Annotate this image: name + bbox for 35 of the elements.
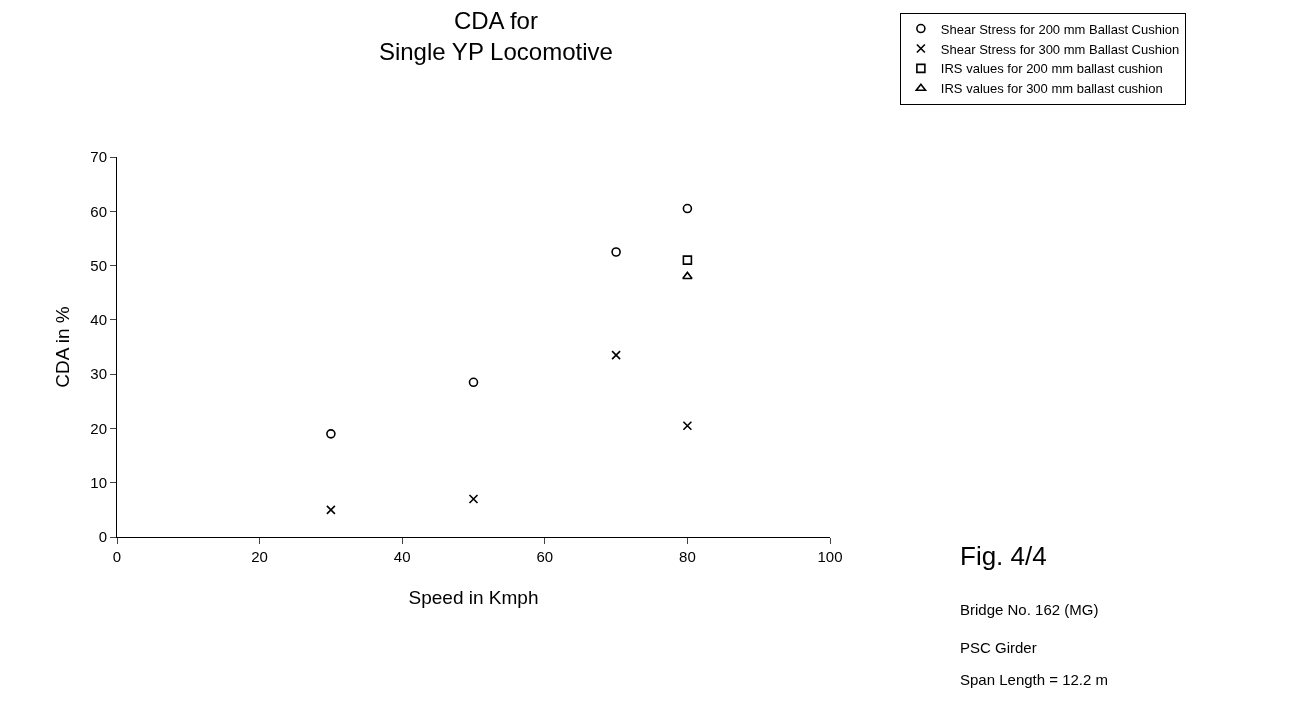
y-tick-label: 70	[90, 148, 107, 166]
y-axis-title: CDA in %	[52, 306, 73, 388]
y-tick-label: 20	[90, 419, 107, 437]
y-tick-label: 30	[90, 365, 107, 383]
caption: Fig. 4/4	[960, 541, 1047, 571]
x-tick-label: 80	[679, 548, 696, 565]
chart-title: CDA for Single YP Locomotive	[378, 6, 613, 65]
y-tick-label: 60	[90, 202, 107, 220]
y-tick-label: 50	[90, 256, 107, 274]
legend-label: IRS values for 300 mm ballast cushion	[940, 81, 1163, 97]
x-tick-label: 60	[536, 548, 554, 565]
point	[611, 247, 621, 257]
x-tick-label: 40	[393, 548, 411, 565]
point	[682, 203, 693, 214]
point	[326, 429, 336, 439]
point	[468, 377, 479, 388]
text: Span Length = 12.2 m	[960, 671, 1109, 688]
point	[611, 350, 621, 360]
legend-label: Shear Stress for 200 mm Ballast Cushion	[940, 21, 1180, 37]
x-tick-label: 100	[817, 548, 843, 565]
point	[682, 420, 693, 431]
y-tick-label: 40	[90, 311, 107, 329]
point	[326, 505, 336, 515]
legend-label: IRS values for 200 mm ballast cushion	[940, 61, 1163, 77]
y-tick-label: 10	[90, 473, 107, 491]
point	[681, 271, 693, 280]
point	[682, 255, 693, 265]
text: PSC Girder	[960, 639, 1037, 656]
point	[468, 494, 479, 504]
x-tick-label: 0	[112, 548, 122, 565]
legend-label: Shear Stress for 300 mm Ballast Cushion	[940, 41, 1180, 57]
text: Bridge No. 162 (MG)	[960, 601, 1099, 618]
x-axis-title: Speed in Kmph	[408, 587, 539, 608]
y-tick-label: 0	[98, 528, 107, 546]
x-tick-label: 20	[251, 548, 268, 565]
